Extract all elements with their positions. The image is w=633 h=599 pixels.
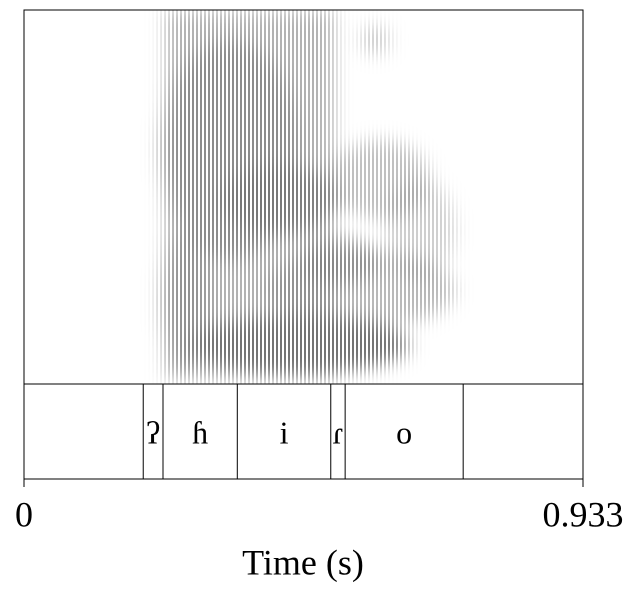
x-tick-label: 0 — [15, 494, 33, 534]
x-axis-label: Time (s) — [242, 542, 364, 582]
spectrogram — [24, 10, 583, 384]
tier-label: ɦ — [192, 414, 208, 450]
tier-label: ʔ — [146, 414, 160, 450]
frame — [23, 9, 584, 480]
x-tick-label: 0.933 — [543, 494, 624, 534]
tier-label: i — [280, 414, 289, 450]
tier-label: o — [396, 414, 412, 450]
tier-label: ɾ — [333, 414, 344, 450]
